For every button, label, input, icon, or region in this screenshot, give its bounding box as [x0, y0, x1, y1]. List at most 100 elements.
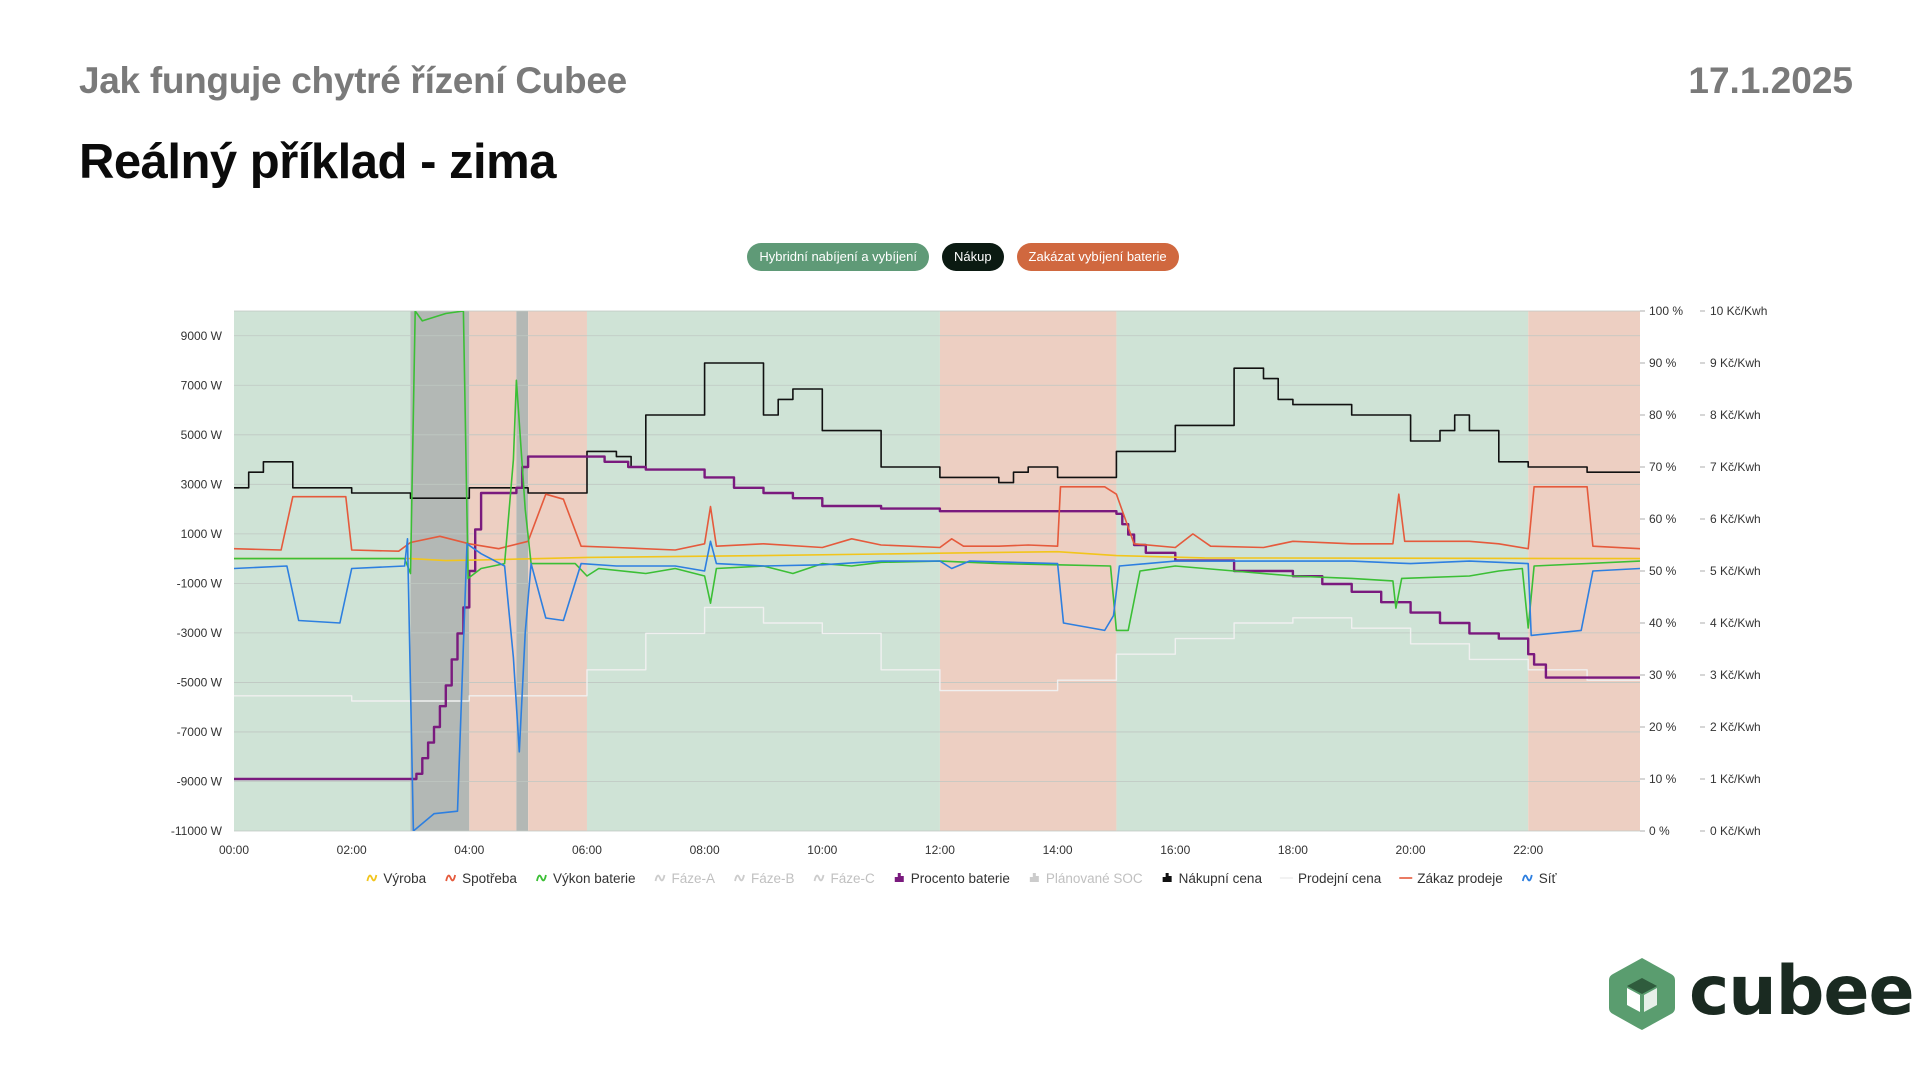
x-tick-label: 08:00 — [690, 843, 720, 857]
left-tick-label: -1000 W — [177, 576, 223, 590]
legend-icon — [1029, 873, 1039, 882]
page-title: Reálný příklad - zima — [79, 135, 556, 189]
series-line-1 — [234, 606, 1640, 702]
pct-tick-label: 60 % — [1649, 512, 1677, 526]
series-line-4 — [234, 550, 1640, 562]
legend-icon — [654, 874, 666, 882]
series-line-3 — [234, 486, 1640, 552]
legend-item-11: Síť — [1521, 871, 1558, 886]
x-tick-label: 02:00 — [337, 843, 367, 857]
legend-icon — [734, 874, 745, 882]
x-tick-label: 16:00 — [1160, 843, 1190, 857]
legend-icon — [1521, 874, 1533, 882]
series-legend: Výroba Spotřeba Výkon baterie Fáze-A Fáze-B F… — [366, 871, 1558, 886]
energy-chart: 9000 W 7000 W 5000 W 3000 W 1000 W -1000 W -30… — [171, 304, 1768, 886]
x-tick-label: 06:00 — [572, 843, 602, 857]
legend-item-3: Fáze-A — [654, 871, 715, 886]
x-tick-label: 00:00 — [219, 843, 249, 857]
pct-tick-label: 80 % — [1649, 408, 1677, 422]
series-line-0 — [234, 362, 1640, 499]
legend-item-7: Plánované SOC — [1029, 871, 1143, 886]
legend-icon — [894, 873, 904, 882]
legend-item-10: Zákaz prodeje — [1399, 871, 1503, 886]
legend-item-4: Fáze-B — [734, 871, 795, 886]
presentation-subtitle: Jak funguje chytré řízení Cubee — [79, 60, 627, 101]
legend-label: Spotřeba — [462, 871, 517, 886]
axis-labels: 9000 W 7000 W 5000 W 3000 W 1000 W -1000 W -30… — [171, 304, 1768, 857]
left-tick-label: -11000 W — [171, 824, 223, 838]
series-lines — [234, 311, 1640, 831]
presentation-date: 17.1.2025 — [1688, 60, 1853, 101]
pct-tick-label: 70 % — [1649, 460, 1677, 474]
legend-icon — [366, 874, 378, 882]
mode-legend: Hybridní nabíjení a vybíjení Nákup Zakáz… — [0, 243, 1920, 271]
price-tick-label: 8 Kč/Kwh — [1710, 408, 1761, 422]
x-tick-label: 04:00 — [454, 843, 484, 857]
cube-logo-icon — [1609, 958, 1675, 1030]
legend-label: Zákaz prodeje — [1417, 871, 1503, 886]
mode-band-0 — [234, 311, 411, 831]
price-tick-label: 6 Kč/Kwh — [1710, 512, 1761, 526]
left-tick-label: 5000 W — [181, 428, 223, 442]
mode-band-8 — [1528, 311, 1640, 831]
left-tick-label: 3000 W — [181, 477, 223, 491]
x-tick-label: 14:00 — [1043, 843, 1073, 857]
x-tick-label: 22:00 — [1513, 843, 1543, 857]
legend-item-0: Výroba — [366, 871, 427, 886]
mode-pill-purchase: Nákup — [941, 243, 1004, 271]
legend-icon — [813, 874, 825, 882]
mode-pill-hybrid: Hybridní nabíjení a vybíjení — [747, 243, 929, 271]
series-line-2 — [234, 455, 1640, 781]
legend-item-8: Nákupní cena — [1162, 871, 1263, 886]
mode-band-1 — [410, 311, 470, 831]
left-tick-label: -9000 W — [177, 774, 223, 788]
price-tick-label: 5 Kč/Kwh — [1710, 564, 1761, 578]
left-tick-label: -5000 W — [177, 675, 223, 689]
cubee-logo: cubee — [1607, 952, 1915, 1036]
legend-icon — [536, 874, 547, 882]
legend-item-5: Fáze-C — [813, 871, 876, 886]
left-tick-label: -7000 W — [177, 725, 223, 739]
legend-label: Fáze-A — [671, 871, 715, 886]
price-tick-label: 3 Kč/Kwh — [1710, 668, 1761, 682]
grid-lines — [234, 310, 1640, 832]
price-tick-label: 0 Kč/Kwh — [1710, 824, 1761, 838]
legend-label: Fáze-C — [831, 871, 876, 886]
pct-tick-label: 90 % — [1649, 356, 1677, 370]
legend-item-1: Spotřeba — [445, 871, 517, 886]
price-tick-label: 7 Kč/Kwh — [1710, 460, 1761, 474]
price-tick-label: 10 Kč/Kwh — [1710, 304, 1767, 318]
legend-label: Procento baterie — [911, 871, 1010, 886]
pct-tick-label: 10 % — [1649, 772, 1677, 786]
left-tick-label: 7000 W — [181, 378, 223, 392]
mode-band-7 — [1116, 311, 1529, 831]
legend-label: Síť — [1539, 871, 1558, 886]
legend-item-6: Procento baterie — [894, 871, 1010, 886]
legend-icon — [1162, 873, 1172, 882]
legend-label: Prodejní cena — [1298, 871, 1382, 886]
x-tick-label: 10:00 — [807, 843, 837, 857]
legend-label: Plánované SOC — [1046, 871, 1143, 886]
pct-tick-label: 30 % — [1649, 668, 1677, 682]
x-tick-label: 12:00 — [925, 843, 955, 857]
pct-tick-label: 0 % — [1649, 824, 1670, 838]
price-tick-label: 4 Kč/Kwh — [1710, 616, 1761, 630]
x-tick-label: 18:00 — [1278, 843, 1308, 857]
price-tick-label: 9 Kč/Kwh — [1710, 356, 1761, 370]
pct-tick-label: 40 % — [1649, 616, 1677, 630]
left-tick-label: 9000 W — [181, 329, 223, 343]
legend-item-2: Výkon baterie — [536, 871, 636, 886]
legend-item-9: Prodejní cena — [1279, 871, 1382, 886]
mode-band-4 — [528, 311, 587, 831]
series-line-6 — [234, 538, 1640, 831]
legend-label: Fáze-B — [751, 871, 795, 886]
mode-band-3 — [516, 311, 529, 831]
x-tick-label: 20:00 — [1396, 843, 1426, 857]
pct-tick-label: 20 % — [1649, 720, 1677, 734]
logo-wordmark: cubee — [1689, 952, 1915, 1031]
legend-label: Nákupní cena — [1179, 871, 1263, 886]
legend-icon — [445, 874, 457, 882]
left-tick-label: 1000 W — [181, 527, 223, 541]
left-tick-label: -3000 W — [177, 626, 223, 640]
mode-band-6 — [939, 311, 1117, 831]
